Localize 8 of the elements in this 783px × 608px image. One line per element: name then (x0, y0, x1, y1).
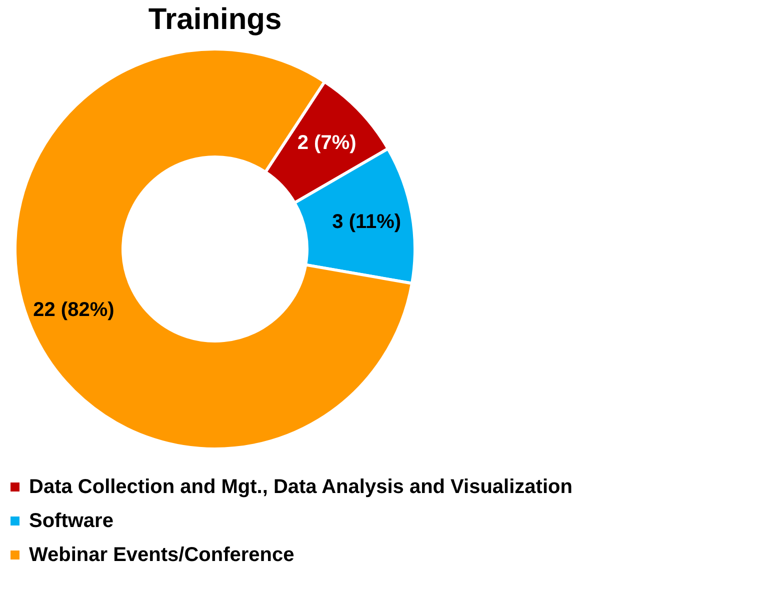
data-label: 2 (7%) (297, 132, 356, 154)
legend-label: Software (29, 510, 114, 532)
data-label: 22 (82%) (33, 299, 114, 322)
data-label: 3 (11%) (332, 210, 402, 233)
donut-slice (14, 48, 414, 450)
legend-label: Data Collection and Mgt., Data Analysis and Visualization (29, 476, 572, 498)
legend-label: Webinar Events/Conference (29, 544, 294, 566)
chart-title: Trainings (148, 3, 282, 36)
